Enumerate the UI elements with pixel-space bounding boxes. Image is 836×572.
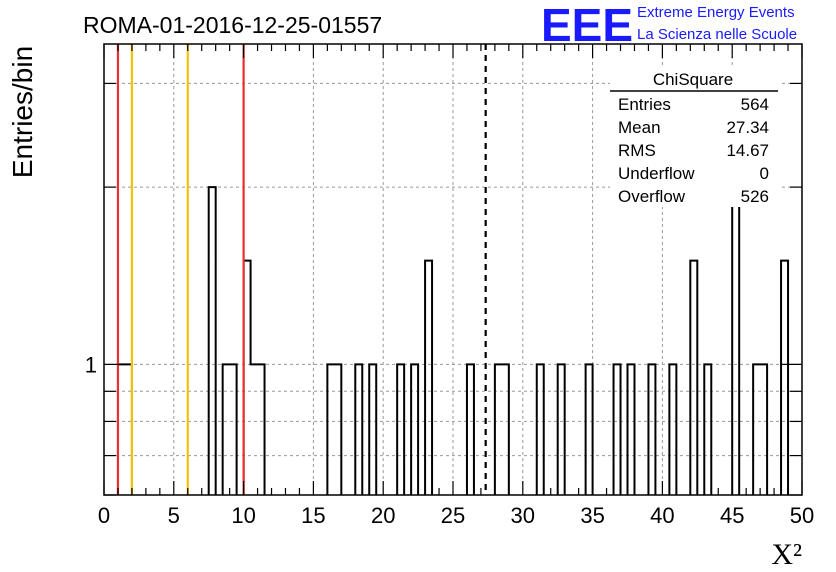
stats-value-underflow: 0 xyxy=(760,164,769,183)
stats-value-entries: 564 xyxy=(741,95,769,114)
y-tick-label: 1 xyxy=(85,352,97,377)
tick-labels: 0 5 10 15 20 25 30 35 40 45 50 1 xyxy=(85,352,814,528)
stats-label-mean: Mean xyxy=(618,118,661,137)
x-tick-label: 10 xyxy=(231,503,255,528)
chart-title: ROMA-01-2016-12-25-01557 xyxy=(83,12,382,38)
x-tick-label: 40 xyxy=(650,503,674,528)
stats-title: ChiSquare xyxy=(653,70,733,89)
x-tick-label: 15 xyxy=(301,503,325,528)
stats-label-overflow: Overflow xyxy=(618,187,686,206)
stats-value-rms: 14.67 xyxy=(726,141,769,160)
x-tick-label: 50 xyxy=(790,503,814,528)
stats-label-underflow: Underflow xyxy=(618,164,695,183)
logo-line-1: Extreme Energy Events xyxy=(637,4,795,21)
x-tick-label: 30 xyxy=(511,503,535,528)
axes-frame xyxy=(103,43,803,496)
stats-value-mean: 27.34 xyxy=(726,118,769,137)
stats-label-entries: Entries xyxy=(618,95,671,114)
stats-box: ChiSquare Entries 564 Mean 27.34 RMS 14.… xyxy=(610,67,780,207)
stats-label-rms: RMS xyxy=(618,141,656,160)
y-axis-label: Entries/bin xyxy=(7,46,38,178)
stats-value-overflow: 526 xyxy=(741,187,769,206)
eee-logo: EEE Extreme Energy Events La Scienza nel… xyxy=(541,0,797,51)
x-tick-label: 35 xyxy=(580,503,604,528)
x-tick-label: 5 xyxy=(168,503,180,528)
x-tick-label: 45 xyxy=(720,503,744,528)
logo-eee-text: EEE xyxy=(541,0,633,51)
marker-lines xyxy=(116,44,487,495)
x-tick-label: 25 xyxy=(441,503,465,528)
x-tick-label: 20 xyxy=(371,503,395,528)
x-axis-label: X² xyxy=(771,538,802,571)
x-tick-label: 0 xyxy=(98,503,110,528)
logo-line-2: La Scienza nelle Scuole xyxy=(637,26,797,43)
